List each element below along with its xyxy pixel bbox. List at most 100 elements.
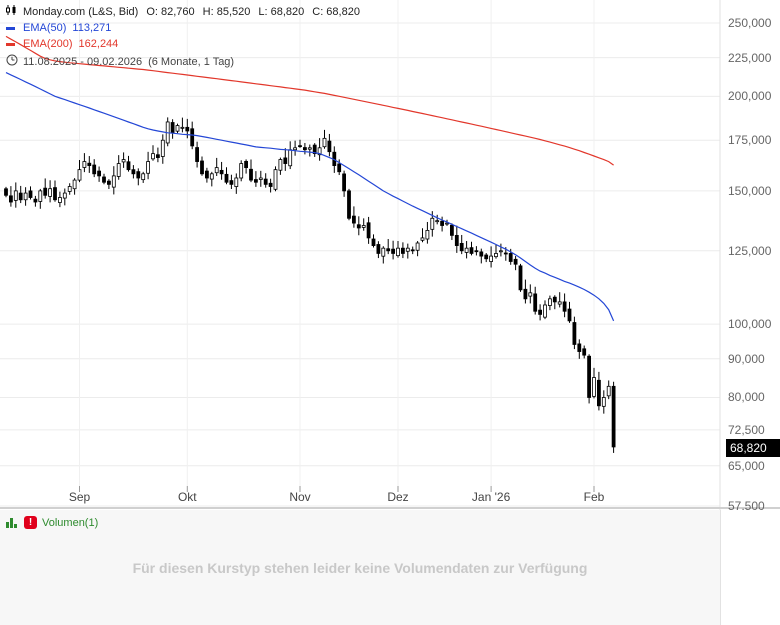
- price-tick-label: 250,000: [728, 16, 772, 30]
- ohlc-legend: Monday.com (L&S, Bid) O: 82,760 H: 85,52…: [6, 5, 360, 18]
- candle-body: [454, 234, 459, 246]
- candle-body: [121, 159, 126, 163]
- candle-body: [440, 220, 445, 226]
- candle-body: [474, 250, 479, 253]
- candle-body: [469, 247, 474, 254]
- candle-body: [366, 222, 371, 239]
- candle-body: [415, 242, 420, 251]
- candle-body: [557, 301, 562, 305]
- candlestick-icon: [6, 5, 18, 18]
- candle-body: [72, 179, 77, 190]
- candle-body: [18, 192, 23, 201]
- price-chart[interactable]: [0, 0, 780, 510]
- candle-body: [538, 309, 542, 315]
- candle-body: [342, 173, 347, 192]
- candle-body: [420, 237, 425, 241]
- ema50-label: EMA(50): [23, 22, 67, 34]
- candle-body: [244, 160, 249, 169]
- price-tick-label: 175,000: [728, 133, 772, 148]
- candle-body: [209, 173, 214, 180]
- candle-body: [87, 162, 92, 166]
- time-tick-label: Okt: [177, 490, 197, 504]
- price-tick-label: 150,000: [728, 183, 772, 198]
- close-value: C: 68,820: [312, 5, 360, 18]
- candle-body: [239, 163, 244, 179]
- time-axis-ticks: [79, 486, 595, 492]
- candle-body: [249, 168, 253, 181]
- candle-body: [582, 348, 587, 356]
- candle-body: [185, 126, 190, 132]
- candle-body: [229, 180, 234, 185]
- candle-body: [126, 161, 131, 171]
- candle-body: [258, 177, 263, 180]
- candle-body: [597, 379, 601, 407]
- date-range-note: (6 Monate, 1 Tag): [148, 55, 235, 68]
- candle-body: [484, 254, 489, 260]
- candle-body: [523, 288, 528, 300]
- volume-unavailable-message: Für diesen Kurstyp stehen leider keine V…: [132, 560, 588, 576]
- ema50-value: 113,271: [72, 22, 112, 34]
- candle-body: [253, 179, 258, 183]
- date-range: 11.08.2025 - 09.02.2026: [23, 55, 143, 68]
- candle-body: [606, 385, 611, 397]
- candle-body: [146, 161, 151, 174]
- candle-body: [155, 154, 160, 158]
- candle-body: [293, 147, 298, 151]
- candle-body: [33, 198, 38, 203]
- price-tick-label: 72,500: [728, 422, 765, 437]
- volume-axis-area: [720, 510, 780, 625]
- candle-body: [190, 128, 195, 147]
- candle-body: [601, 397, 606, 407]
- date-range-legend: 11.08.2025 - 09.02.2026 (6 Monate, 1 Tag…: [6, 54, 234, 69]
- warning-icon: !: [24, 516, 37, 529]
- price-tick-label: 225,000: [728, 50, 772, 65]
- candle-body: [572, 322, 577, 345]
- candle-body: [97, 170, 101, 177]
- time-tick-label: Jan '26: [471, 490, 511, 504]
- candle-body: [278, 159, 283, 171]
- price-tick-label: 200,000: [728, 89, 772, 104]
- candle-body: [548, 298, 552, 306]
- candle-body: [160, 139, 165, 157]
- candle-body: [430, 217, 435, 230]
- candle-body: [381, 247, 386, 257]
- candle-body: [347, 190, 351, 219]
- candle-body: [67, 186, 72, 192]
- candle-body: [131, 169, 136, 175]
- candle-body: [180, 126, 185, 129]
- candle-body: [58, 197, 62, 203]
- candle-body: [8, 195, 13, 203]
- price-tick-label: 90,000: [728, 351, 765, 366]
- candle-body: [459, 242, 464, 252]
- candle-body: [533, 293, 538, 312]
- candle-body: [577, 343, 582, 352]
- candle-body: [38, 190, 43, 202]
- ema200-legend[interactable]: EMA(200) 162,244: [6, 38, 118, 50]
- candle-body: [4, 188, 8, 196]
- candle-body: [322, 137, 327, 148]
- candle-body: [224, 173, 229, 183]
- candle-body: [170, 122, 175, 134]
- ema50-line: [5, 72, 615, 322]
- candle-body: [263, 178, 268, 185]
- candlestick-series: [4, 117, 616, 453]
- price-tick-label: 57,500: [728, 499, 765, 513]
- candle-body: [337, 163, 342, 173]
- volume-title[interactable]: ! Volumen(1): [6, 516, 98, 529]
- volume-panel: [0, 510, 720, 625]
- candle-body: [611, 385, 616, 448]
- candle-body: [102, 176, 106, 183]
- candle-body: [498, 250, 503, 253]
- candle-body: [562, 301, 567, 312]
- instrument-name: Monday.com (L&S, Bid): [23, 5, 139, 18]
- ema50-legend[interactable]: EMA(50) 113,271: [6, 22, 111, 34]
- candle-body: [141, 173, 146, 181]
- price-tick-label: 80,000: [728, 390, 765, 405]
- time-tick-label: Nov: [289, 490, 311, 504]
- candle-body: [53, 187, 57, 201]
- candle-body: [445, 222, 449, 225]
- candle-body: [552, 296, 557, 303]
- candle-body: [302, 147, 307, 151]
- low-value: L: 68,820: [258, 5, 305, 18]
- time-tick-label: Sep: [68, 490, 91, 504]
